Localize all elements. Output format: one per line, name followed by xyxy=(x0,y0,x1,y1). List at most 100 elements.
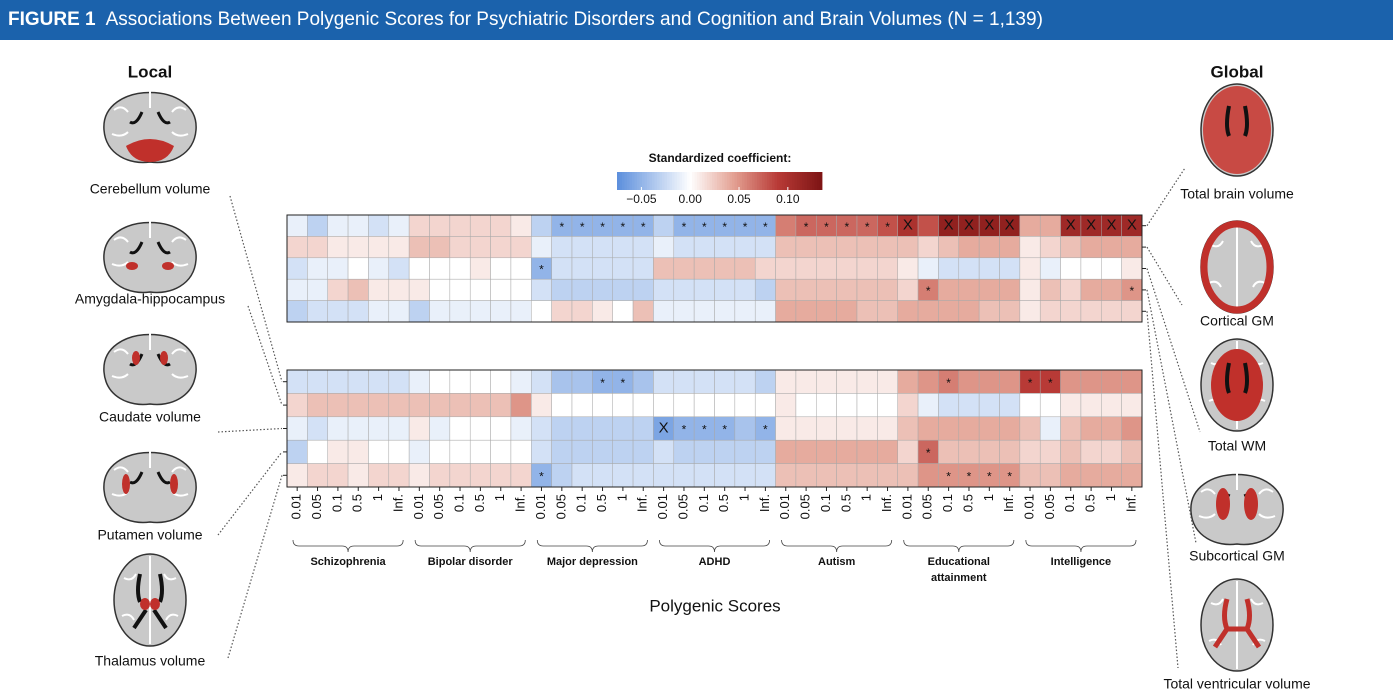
heatmap-cell xyxy=(592,417,612,440)
heatmap-cell xyxy=(796,279,816,300)
heatmap-cell xyxy=(1061,370,1081,393)
brain-icon xyxy=(1201,221,1273,313)
heatmap-cell xyxy=(633,417,653,440)
significance-mark: * xyxy=(600,376,605,390)
heatmap-cell xyxy=(776,370,796,393)
x-tick-label: 1 xyxy=(614,494,629,501)
colorbar-swatch xyxy=(820,172,823,190)
heatmap-cell xyxy=(491,236,511,257)
colorbar-swatch xyxy=(697,172,700,190)
heatmap-cell xyxy=(938,236,958,257)
heatmap-cell xyxy=(755,370,775,393)
brain-icon xyxy=(104,218,196,293)
heatmap-cell xyxy=(531,215,551,236)
heatmap-cell xyxy=(368,258,388,279)
heatmap-cell xyxy=(348,236,368,257)
heatmap-cell xyxy=(348,370,368,393)
colorbar-swatch xyxy=(777,172,780,190)
heatmap-cell xyxy=(389,417,409,440)
colorbar-swatch xyxy=(790,172,793,190)
heatmap-cell xyxy=(470,417,490,440)
heatmap-cell xyxy=(857,236,877,257)
region xyxy=(1203,86,1271,174)
heatmap-cell xyxy=(1101,279,1121,300)
heatmap-cell xyxy=(287,393,307,416)
heatmap-cell xyxy=(368,393,388,416)
significance-mark: * xyxy=(539,263,544,277)
row-label: Caudate volume xyxy=(99,409,201,425)
significance-mark: * xyxy=(539,469,544,483)
heatmap-cell xyxy=(959,417,979,440)
heatmap-cell xyxy=(1000,417,1020,440)
heatmap-cell xyxy=(1020,464,1040,487)
x-tick-label: 1 xyxy=(492,494,507,501)
heatmap-cell xyxy=(511,464,531,487)
colorbar-swatch xyxy=(785,172,788,190)
significance-mark: * xyxy=(987,469,992,483)
x-tick-label: Inf. xyxy=(757,494,772,512)
significance-mark: * xyxy=(926,446,931,460)
heatmap-cell xyxy=(877,258,897,279)
colorbar-swatch xyxy=(647,172,650,190)
heatmap-cell xyxy=(776,236,796,257)
heatmap-cell xyxy=(918,464,938,487)
heatmap-cell xyxy=(694,464,714,487)
significance-mark: * xyxy=(824,220,829,234)
heatmap-cell xyxy=(735,279,755,300)
heatmap-cell xyxy=(552,464,572,487)
heatmap-cell xyxy=(938,417,958,440)
heatmap-cell xyxy=(572,417,592,440)
heatmap-cell xyxy=(409,258,429,279)
heatmap-cell xyxy=(898,258,918,279)
colorbar-swatch xyxy=(635,172,638,190)
heatmap-cell xyxy=(1122,370,1142,393)
heatmap-cell xyxy=(837,370,857,393)
colorbar-swatch xyxy=(710,172,713,190)
heatmap-cell xyxy=(1061,393,1081,416)
group-brace xyxy=(415,540,525,552)
heatmap-cell xyxy=(531,393,551,416)
heatmap-cell xyxy=(287,417,307,440)
colorbar-swatch xyxy=(660,172,663,190)
colorbar-swatch xyxy=(677,172,680,190)
heatmap-cell xyxy=(1101,440,1121,463)
heatmap-cell xyxy=(491,301,511,322)
colorbar-swatch xyxy=(680,172,683,190)
heatmap-cell xyxy=(918,393,938,416)
heatmap-cell xyxy=(491,393,511,416)
group-brace xyxy=(904,540,1014,552)
region xyxy=(140,598,150,610)
heatmap-cell xyxy=(368,301,388,322)
heatmap-cell xyxy=(1040,258,1060,279)
colorbar-swatch xyxy=(620,172,623,190)
heatmap-cell xyxy=(470,464,490,487)
region xyxy=(126,262,138,270)
heatmap-cell xyxy=(653,370,673,393)
heatmap-cell xyxy=(613,258,633,279)
colorbar-swatch xyxy=(632,172,635,190)
heatmap-cell xyxy=(287,440,307,463)
colorbar-swatch xyxy=(622,172,625,190)
heatmap-cell xyxy=(491,258,511,279)
heatmap-cell xyxy=(328,417,348,440)
heatmap-cell xyxy=(837,440,857,463)
heatmap-cell xyxy=(592,279,612,300)
colorbar-swatch xyxy=(770,172,773,190)
heatmap-cell xyxy=(531,440,551,463)
heatmap-cell xyxy=(979,393,999,416)
heatmap-cell xyxy=(389,393,409,416)
significance-mark: * xyxy=(722,220,727,234)
heatmap-cell xyxy=(1081,464,1101,487)
heatmap-cell xyxy=(898,236,918,257)
colorbar-tick-label: −0.05 xyxy=(626,192,657,206)
heatmap-cell xyxy=(776,279,796,300)
heatmap-cell xyxy=(1122,393,1142,416)
heatmap-cell xyxy=(938,440,958,463)
heatmap-cell xyxy=(735,464,755,487)
heatmap-cell xyxy=(552,279,572,300)
heatmap-cell xyxy=(552,417,572,440)
colorbar-swatch xyxy=(662,172,665,190)
significance-mark: * xyxy=(559,220,564,234)
heatmap-cell xyxy=(1061,279,1081,300)
